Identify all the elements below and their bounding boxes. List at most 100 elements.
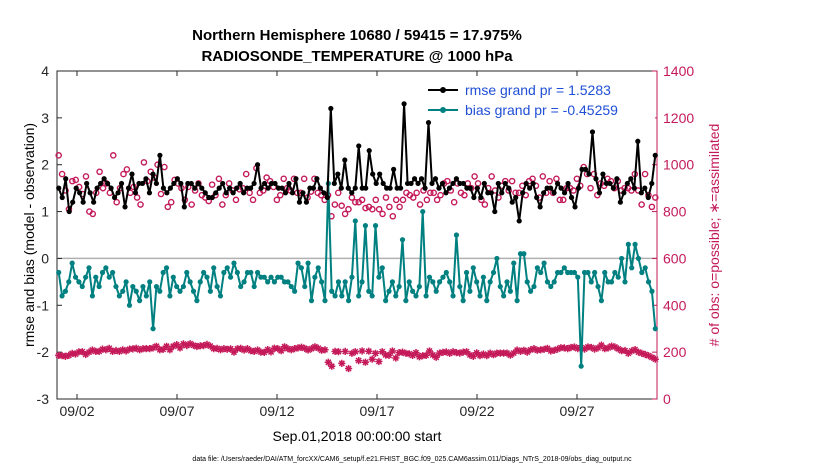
- rmse-point: [628, 176, 634, 182]
- assimilated-point: [523, 348, 531, 356]
- bias-point: [430, 279, 436, 285]
- rmse-point: [425, 119, 432, 126]
- assimilated-point: [371, 349, 380, 357]
- assimilated-point: [274, 345, 282, 353]
- assimilated-point: [641, 350, 649, 359]
- rmse-point: [310, 185, 316, 191]
- right-tick-label: 200: [663, 344, 687, 360]
- rmse-point: [101, 176, 107, 182]
- bias-point: [527, 288, 534, 294]
- x-tick-label: 09/12: [259, 403, 294, 419]
- rmse-point: [56, 185, 62, 191]
- rmse-point: [213, 190, 219, 196]
- possible-point: [399, 196, 407, 204]
- rmse-point: [125, 185, 132, 191]
- bias-point: [99, 269, 106, 276]
- rmse-point: [227, 185, 233, 191]
- possible-point: [345, 205, 352, 213]
- rmse-point: [202, 190, 208, 196]
- bias-point: [632, 241, 638, 247]
- bias-point: [295, 260, 301, 266]
- rmse-point: [157, 152, 163, 158]
- possible-point: [232, 196, 240, 204]
- bias-point: [204, 274, 210, 280]
- assimilated-point: [314, 344, 322, 352]
- rmse-point: [181, 204, 187, 210]
- assimilated-point: [412, 349, 420, 357]
- rmse-point: [296, 199, 303, 205]
- assimilated-point: [527, 346, 535, 354]
- bias-point: [278, 274, 284, 280]
- assimilated-point: [264, 346, 272, 354]
- bias-point: [615, 274, 621, 280]
- assimilated-point: [345, 364, 353, 373]
- bias-point: [261, 274, 267, 280]
- assimilated-point: [213, 344, 221, 352]
- possible-point: [508, 177, 516, 185]
- bias-point: [62, 288, 69, 294]
- bias-point: [551, 279, 557, 285]
- bias-point: [426, 274, 433, 280]
- left-tick-label: 0: [41, 250, 49, 266]
- possible-point: [96, 168, 103, 176]
- rmse-point: [216, 185, 222, 191]
- bias-point: [174, 283, 180, 290]
- assimilated-point: [469, 352, 477, 360]
- possible-point: [338, 202, 345, 210]
- possible-point: [396, 203, 403, 211]
- right-tick-label: 400: [663, 297, 687, 313]
- assimilated-point: [432, 353, 440, 361]
- rmse-point: [474, 185, 480, 191]
- assimilated-point: [594, 344, 602, 352]
- possible-point: [556, 196, 564, 204]
- bias-point: [504, 279, 510, 285]
- possible-point: [372, 196, 380, 204]
- possible-point: [137, 201, 144, 208]
- bias-point: [558, 269, 564, 276]
- assimilated-point: [105, 344, 113, 352]
- assimilated-point: [230, 348, 238, 356]
- assimilated-point: [466, 351, 474, 359]
- series-assimilated-obs: [55, 340, 659, 373]
- rmse-point: [220, 180, 226, 187]
- rmse-point: [331, 180, 337, 187]
- assimilated-point: [179, 340, 187, 348]
- bias-point: [345, 298, 352, 304]
- right-tick-label: 0: [663, 391, 671, 407]
- rmse-point: [317, 185, 323, 191]
- assimilated-point: [564, 345, 572, 353]
- bias-point: [588, 279, 594, 285]
- possible-point: [123, 166, 131, 173]
- assimilated-point: [152, 342, 160, 350]
- assimilated-point: [442, 348, 450, 356]
- bias-point: [342, 279, 348, 285]
- bias-point: [501, 293, 507, 299]
- rmse-point: [265, 185, 271, 191]
- assimilated-point: [570, 343, 578, 351]
- rmse-point: [342, 157, 348, 163]
- rmse-point: [289, 190, 296, 196]
- possible-point: [413, 189, 420, 197]
- assimilated-point: [415, 353, 423, 361]
- possible-point: [570, 187, 577, 194]
- bias-point: [110, 269, 116, 276]
- bias-point: [602, 269, 608, 276]
- rmse-point: [593, 176, 599, 182]
- bias-point: [298, 265, 304, 271]
- rmse-point: [70, 199, 76, 205]
- bias-point: [538, 269, 544, 276]
- bias-point: [372, 223, 379, 229]
- rmse-point: [192, 185, 198, 191]
- rmse-point: [195, 180, 201, 187]
- bias-point: [59, 293, 65, 299]
- rmse-point: [352, 185, 358, 191]
- assimilated-point: [634, 348, 643, 356]
- possible-point: [559, 196, 567, 204]
- rmse-point: [174, 176, 180, 182]
- bias-point: [406, 279, 412, 285]
- rmse-point: [87, 190, 93, 196]
- rmse-point: [551, 190, 557, 196]
- bias-point: [72, 274, 79, 280]
- rmse-point: [429, 180, 435, 187]
- assimilated-point: [301, 344, 309, 352]
